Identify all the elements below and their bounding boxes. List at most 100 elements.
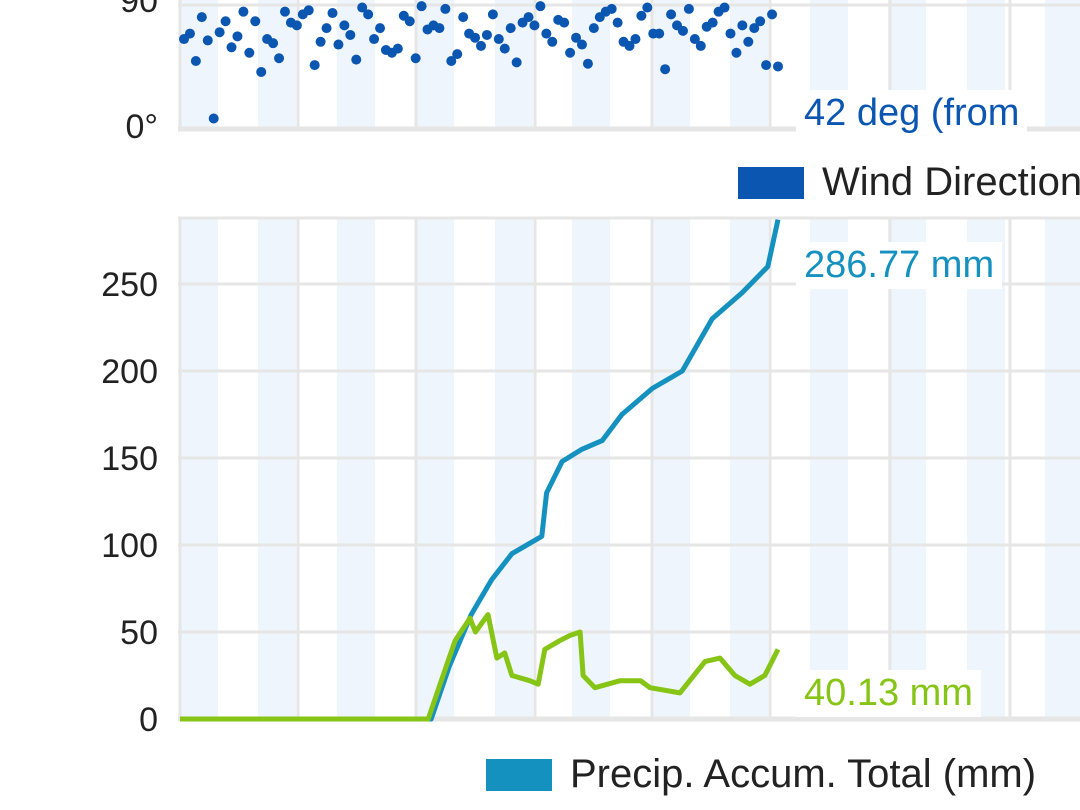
band: [258, 218, 296, 718]
wind-point: [291, 20, 302, 31]
wind-point: [535, 1, 546, 12]
wind-point: [458, 12, 469, 23]
precip-total-value: 286.77 mm: [796, 242, 1003, 289]
wind-point: [755, 16, 766, 27]
band: [967, 218, 1005, 718]
wind-point: [493, 34, 504, 45]
wind-point: [565, 47, 576, 58]
wind-point: [351, 54, 362, 65]
legend-label: Precip. Accum. Total (mm): [570, 752, 1037, 796]
wind-point: [707, 17, 718, 28]
precip-y-tick: 250: [101, 266, 158, 304]
wind-point: [184, 28, 195, 39]
wind-point: [559, 17, 570, 28]
legend-swatch: [738, 166, 804, 199]
precip-rate-value: 40.13 mm: [796, 670, 981, 717]
wind-point: [416, 1, 427, 12]
wind-current-value: 42 deg (from: [796, 90, 1028, 137]
wind-point: [315, 36, 326, 47]
precip-y-tick: 50: [120, 614, 158, 652]
wind-point: [279, 6, 290, 17]
wind-point: [773, 61, 783, 72]
precip-y-tick: 150: [101, 440, 158, 478]
wind-point: [642, 2, 653, 13]
wind-point: [654, 28, 665, 39]
band: [810, 218, 848, 718]
wind-point: [369, 34, 380, 45]
wind-point: [505, 23, 516, 34]
wind-point: [333, 39, 344, 50]
wind-point: [244, 47, 255, 58]
wind-point: [345, 29, 356, 40]
wind-legend[interactable]: Wind Direction: [738, 160, 1080, 205]
wind-point: [363, 9, 374, 20]
wind-y-tick: 0°: [125, 108, 158, 146]
wind-point: [683, 3, 694, 14]
wind-point: [523, 12, 534, 23]
band: [1045, 0, 1080, 128]
precip-y-tick: 0: [139, 701, 158, 739]
wind-point: [666, 9, 677, 20]
band: [180, 218, 218, 718]
wind-point: [624, 40, 635, 51]
wind-point: [375, 23, 386, 34]
wind-point: [327, 8, 338, 19]
wind-point: [410, 53, 421, 64]
wind-point: [511, 57, 522, 68]
precip-y-tick: 200: [101, 353, 158, 391]
band: [337, 218, 375, 718]
wind-point: [202, 35, 213, 46]
wind-point: [541, 28, 552, 39]
precip-rate-line: [180, 612, 781, 722]
band: [652, 0, 690, 128]
wind-point: [339, 20, 350, 31]
wind-point: [767, 9, 778, 20]
wind-point: [749, 23, 760, 34]
wind-point: [238, 6, 249, 17]
wind-point: [476, 40, 486, 51]
band: [730, 218, 768, 718]
wind-point: [689, 34, 700, 45]
wind-point: [761, 60, 772, 71]
wind-point: [725, 28, 736, 39]
wind-point: [309, 60, 320, 71]
legend-swatch: [486, 758, 552, 791]
band: [495, 218, 533, 718]
wind-point: [677, 25, 688, 36]
band: [888, 218, 926, 718]
wind-point: [190, 55, 201, 66]
band: [1045, 218, 1080, 718]
wind-point: [719, 2, 730, 13]
wind-point: [582, 58, 593, 69]
wind-point: [731, 47, 742, 58]
wind-point: [743, 36, 754, 47]
precip-legend[interactable]: Precip. Accum. Total (mm): [486, 752, 1036, 797]
wind-point: [487, 9, 498, 20]
wind-point: [268, 38, 279, 49]
wind-point: [695, 40, 706, 51]
wind-point: [303, 5, 314, 16]
wind-point: [214, 27, 225, 38]
wind-y-tick: 90: [120, 0, 158, 20]
legend-label: Wind Direction: [822, 160, 1080, 204]
wind-point: [208, 113, 219, 124]
wind-point: [404, 16, 415, 27]
wind-point: [612, 17, 623, 28]
wind-point: [660, 64, 671, 75]
wind-point: [606, 3, 617, 14]
wind-point: [576, 39, 587, 50]
precip-y-tick: 100: [101, 527, 158, 565]
wind-point: [434, 23, 445, 34]
wind-point: [250, 16, 261, 27]
wind-point: [481, 29, 492, 40]
wind-point: [499, 43, 510, 54]
wind-point: [636, 10, 647, 21]
wind-point: [196, 12, 207, 23]
wind-point: [220, 16, 231, 27]
wind-point: [440, 3, 451, 14]
wind-point: [357, 2, 368, 13]
wind-point: [452, 49, 463, 60]
wind-point: [588, 23, 599, 34]
wind-point: [529, 20, 540, 31]
